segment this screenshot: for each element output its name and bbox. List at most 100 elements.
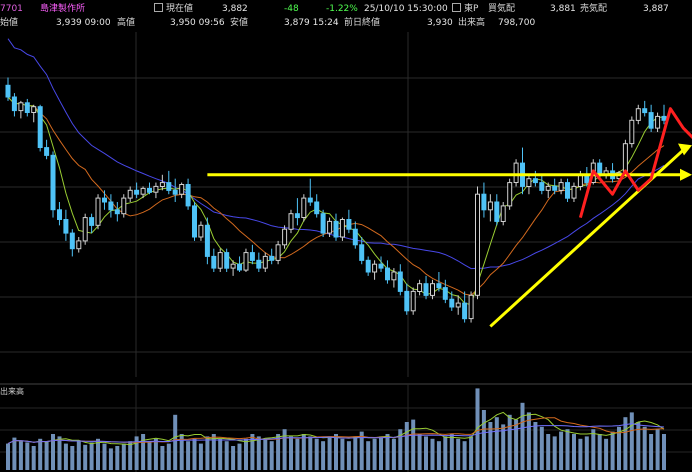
volume-bar — [636, 422, 641, 470]
volume-bar — [179, 434, 184, 470]
candles — [5, 77, 667, 323]
volume-bar — [539, 426, 544, 470]
candle-body — [642, 108, 648, 114]
candle — [179, 182, 185, 199]
volume-bar — [121, 443, 126, 470]
volume-bar — [456, 438, 461, 470]
candle — [24, 98, 30, 117]
candle-body — [397, 271, 403, 292]
candle-body — [320, 213, 326, 234]
candle-body — [333, 220, 339, 238]
volume-bar — [63, 443, 68, 470]
candle — [31, 104, 37, 123]
checkbox-icon[interactable] — [154, 3, 163, 12]
candle-body — [307, 197, 313, 203]
candle-body — [539, 182, 545, 191]
volume-bar — [89, 442, 94, 470]
volume-bar — [308, 436, 313, 470]
candle-body — [404, 290, 410, 312]
candle-body — [655, 115, 661, 129]
volume-bar — [205, 436, 210, 470]
bid-value: 3,881 — [550, 4, 576, 14]
volume-bar — [51, 434, 55, 470]
candle — [211, 248, 217, 272]
candle — [5, 77, 11, 101]
candle-body — [44, 147, 50, 156]
candle — [352, 221, 358, 249]
volume-bar — [366, 441, 371, 470]
candle — [327, 217, 333, 237]
quote-datetime: 25/10/10 15:30:00 — [364, 4, 448, 14]
candle-body — [5, 84, 11, 98]
volume-bar — [436, 441, 441, 470]
candle — [159, 174, 165, 191]
candle — [301, 194, 307, 222]
candle — [552, 178, 558, 195]
volume-bar — [6, 443, 10, 470]
ask-label: 売気配 — [580, 4, 608, 14]
candle-body — [455, 302, 461, 308]
volume-bar — [96, 438, 100, 470]
candle-body — [622, 143, 628, 174]
checkbox-icon[interactable] — [452, 3, 461, 12]
candle-body — [442, 287, 448, 300]
volume-bar — [662, 434, 666, 470]
volume-bar — [655, 429, 660, 470]
candle — [404, 283, 410, 315]
volume-bar — [649, 434, 654, 470]
volume-bar — [57, 436, 62, 470]
volume-bar — [166, 443, 171, 470]
candle-body — [224, 252, 230, 269]
volume-bar — [353, 436, 358, 470]
candle — [571, 182, 577, 202]
candle — [172, 178, 178, 202]
volume-bar — [385, 434, 390, 470]
candle-body — [558, 182, 564, 191]
candle-body — [57, 209, 62, 221]
candle — [629, 116, 635, 148]
candle-body — [192, 205, 197, 238]
candle — [648, 104, 654, 132]
volume-bar — [295, 438, 300, 470]
volume-panel-label: 出来高 — [0, 387, 24, 396]
candle — [275, 240, 281, 265]
candle-body — [487, 201, 493, 211]
candle — [558, 178, 564, 195]
candle — [185, 178, 191, 210]
volume-bar — [25, 442, 30, 470]
candle — [507, 178, 513, 210]
candle — [294, 198, 300, 226]
candle — [95, 194, 101, 230]
candle — [436, 272, 442, 292]
volume-bar — [591, 429, 596, 470]
candle — [256, 252, 262, 272]
volume-bar — [379, 436, 383, 470]
candle — [462, 291, 468, 323]
candle-body — [76, 240, 82, 250]
volume-bar — [250, 434, 255, 470]
volume-bar — [218, 438, 223, 470]
volume-bar — [231, 446, 236, 470]
volume-bar — [70, 446, 75, 470]
candle-body — [481, 193, 487, 211]
candle — [372, 260, 378, 280]
candle — [237, 256, 242, 272]
volume-bar — [417, 434, 422, 470]
market-label: 東P — [452, 2, 478, 16]
candle — [204, 217, 210, 265]
candle — [282, 225, 288, 249]
volume-bar — [481, 410, 486, 470]
candle — [642, 100, 648, 117]
candle-body — [37, 106, 43, 148]
volume-bar — [276, 434, 281, 470]
candle — [249, 244, 255, 265]
candle — [224, 248, 230, 272]
candle-body — [635, 108, 641, 121]
candle-body — [69, 232, 75, 250]
volume-bar — [134, 436, 139, 470]
chart-grid — [0, 32, 692, 377]
candle — [455, 295, 461, 315]
candle — [655, 112, 661, 132]
candle — [89, 213, 95, 234]
candle-body — [102, 197, 107, 203]
